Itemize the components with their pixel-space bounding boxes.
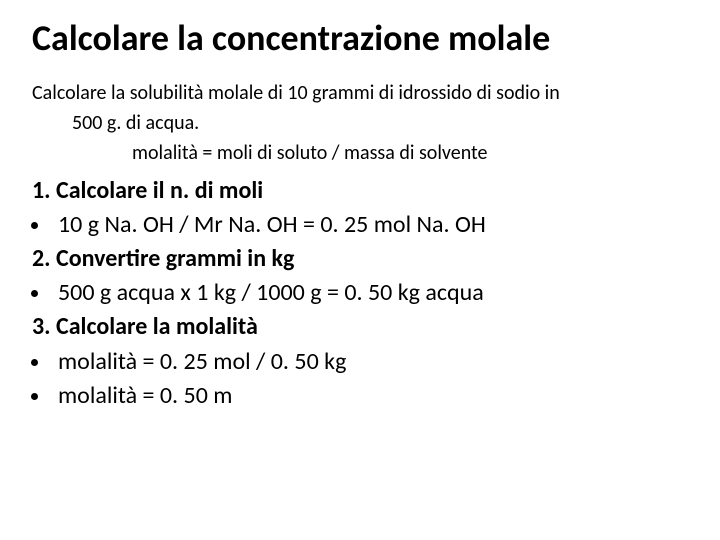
step-3-title: 3. Calcolare la molalità: [32, 310, 688, 344]
step-2-bullets: 500 g acqua x 1 kg / 1000 g = 0. 50 kg a…: [32, 276, 688, 310]
slide: Calcolare la concentrazione molale Calco…: [0, 0, 720, 540]
list-item: molalità = 0. 50 m: [52, 379, 688, 413]
slide-title: Calcolare la concentrazione molale: [32, 18, 688, 59]
list-item: 500 g acqua x 1 kg / 1000 g = 0. 50 kg a…: [52, 276, 688, 310]
step-3-bullets: molalità = 0. 25 mol / 0. 50 kg molalità…: [32, 345, 688, 413]
step-1-bullets: 10 g Na. OH / Mr Na. OH = 0. 25 mol Na. …: [32, 208, 688, 242]
intro-line-2: 500 g. di acqua.: [72, 111, 688, 137]
step-2-title: 2. Convertire grammi in kg: [32, 242, 688, 276]
list-item: 10 g Na. OH / Mr Na. OH = 0. 25 mol Na. …: [52, 208, 688, 242]
formula-line: molalità = moli di soluto / massa di sol…: [132, 141, 688, 167]
step-1-title: 1. Calcolare il n. di moli: [32, 174, 688, 208]
list-item: molalità = 0. 25 mol / 0. 50 kg: [52, 345, 688, 379]
intro-line-1: Calcolare la solubilità molale di 10 gra…: [32, 81, 688, 107]
